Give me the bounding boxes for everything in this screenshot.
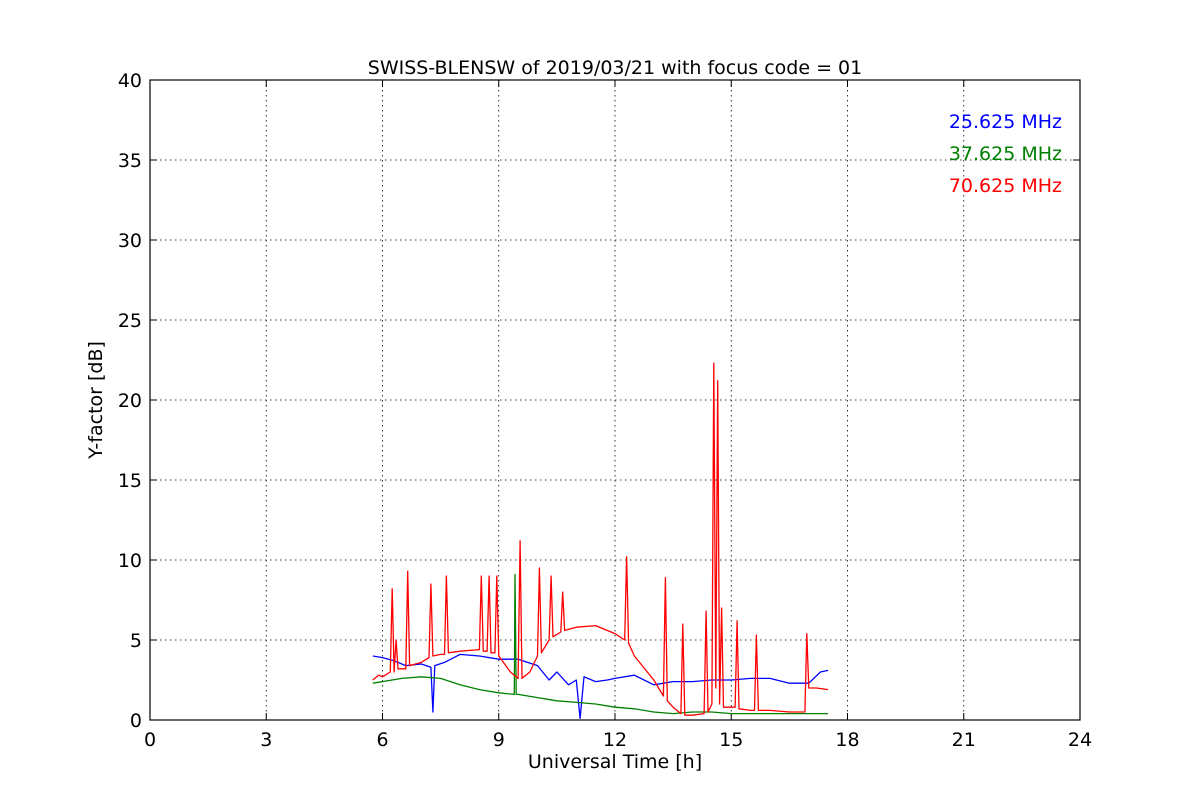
series-line-37-625-mhz <box>372 573 829 715</box>
y-axis-label: Y-factor [dB] <box>85 341 107 460</box>
series-line-70-625-mhz <box>372 362 829 716</box>
plot-frame <box>149 79 1081 721</box>
y-tick-label: 30 <box>118 230 142 252</box>
y-tick-label: 10 <box>118 550 142 572</box>
legend-entry-70-625-mhz: 70.625 MHz <box>949 175 1062 197</box>
grid <box>150 80 1080 720</box>
x-tick-label: 15 <box>719 729 743 751</box>
chart-title: SWISS-BLENSW of 2019/03/21 with focus co… <box>368 57 862 79</box>
x-tick-label: 0 <box>144 729 156 751</box>
y-tick-label: 35 <box>118 150 142 172</box>
y-tick-label: 15 <box>118 470 142 492</box>
x-tick-label: 9 <box>493 729 505 751</box>
x-tick-label: 12 <box>603 729 627 751</box>
x-tick-label: 3 <box>260 729 272 751</box>
x-tick-label: 6 <box>376 729 388 751</box>
y-tick-label: 5 <box>130 630 142 652</box>
y-tick-label: 0 <box>130 710 142 732</box>
x-tick-label: 21 <box>952 729 976 751</box>
y-tick-label: 40 <box>118 70 142 92</box>
ticks: 0 3 6 9 12 15 18 21 24 0 5 10 15 20 25 30 35 40 <box>118 70 1092 751</box>
x-axis-label: Universal Time [h] <box>528 751 702 773</box>
y-tick-label: 25 <box>118 310 142 332</box>
y-tick-label: 20 <box>118 390 142 412</box>
x-tick-label: 18 <box>835 729 859 751</box>
legend: 25.625 MHz 37.625 MHz 70.625 MHz <box>949 111 1062 197</box>
x-tick-label: 24 <box>1068 729 1092 751</box>
legend-entry-37-625-mhz: 37.625 MHz <box>949 143 1062 165</box>
series-group <box>372 362 829 720</box>
legend-entry-25-625-mhz: 25.625 MHz <box>949 111 1062 133</box>
